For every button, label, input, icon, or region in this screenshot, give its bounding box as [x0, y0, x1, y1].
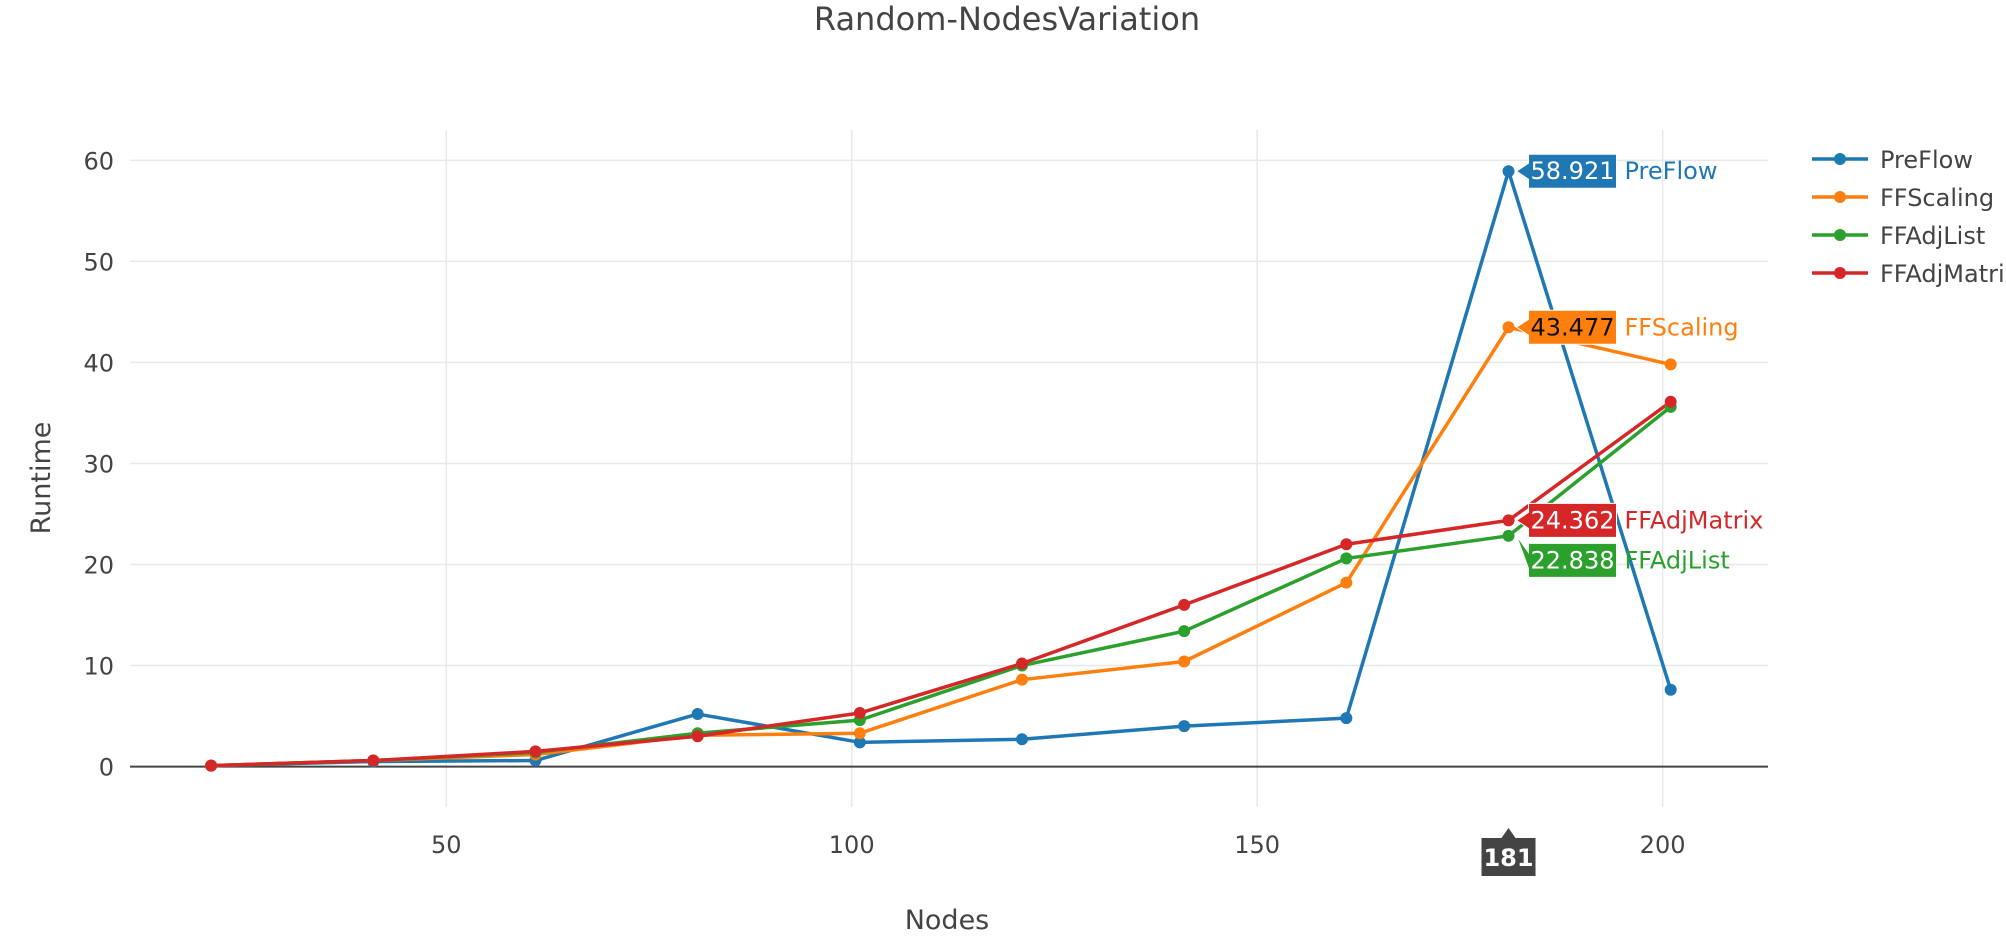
hover-series-name: FFScaling — [1625, 313, 1739, 341]
data-point-ffscaling[interactable] — [1664, 358, 1677, 371]
data-point-preflow[interactable] — [1015, 733, 1028, 746]
hover-label-box — [1515, 153, 1618, 189]
y-tick-label: 50 — [83, 248, 114, 276]
hover-label-box — [1515, 502, 1618, 538]
legend-item-ffadjlist[interactable]: FFAdjList — [1812, 222, 1985, 250]
data-point-ffadjmatrix[interactable] — [1664, 395, 1677, 408]
series-points[interactable] — [205, 165, 1677, 772]
data-point-ffadjmatrix[interactable] — [853, 707, 866, 720]
x-tick-label: 100 — [829, 831, 875, 859]
data-point-preflow[interactable] — [691, 708, 704, 721]
data-point-ffscaling[interactable] — [853, 727, 866, 740]
data-point-ffadjlist[interactable] — [1502, 529, 1515, 542]
legend-marker — [1834, 153, 1846, 165]
hover-series-name: FFAdjList — [1625, 546, 1730, 574]
data-point-ffscaling[interactable] — [1015, 673, 1028, 686]
y-tick-label: 10 — [83, 653, 114, 681]
hover-value: 43.477 — [1531, 313, 1615, 341]
data-point-preflow[interactable] — [853, 736, 866, 749]
x-tick-label: 50 — [431, 831, 462, 859]
y-tick-label: 30 — [83, 450, 114, 478]
hover-label-box — [1516, 535, 1618, 578]
data-point-ffscaling[interactable] — [1340, 576, 1353, 589]
hover-x-box — [1481, 838, 1536, 876]
hover-value: 22.838 — [1531, 546, 1615, 574]
y-tick-label: 60 — [83, 147, 114, 175]
data-point-ffadjlist[interactable] — [1340, 552, 1353, 565]
series-line-preflow — [211, 169, 1673, 768]
hover-series-name: FFAdjMatrix — [1625, 506, 1764, 534]
legend-item-preflow[interactable]: PreFlow — [1812, 146, 1973, 174]
series-line-ffscaling — [211, 325, 1672, 768]
hover-series-name: PreFlow — [1625, 157, 1718, 185]
data-point-preflow[interactable] — [1340, 712, 1353, 725]
data-point-ffadjmatrix[interactable] — [1015, 657, 1028, 670]
series-line-ffadjmatrix — [211, 400, 1672, 768]
hover-value: 58.921 — [1531, 157, 1615, 185]
legend-label: FFAdjList — [1880, 222, 1985, 250]
chart-title: Random-NodesVariation — [814, 0, 1200, 38]
hover-value: 24.362 — [1531, 506, 1615, 534]
gridlines — [130, 130, 1768, 807]
data-point-preflow[interactable] — [1178, 720, 1191, 733]
y-tick-label: 40 — [83, 349, 114, 377]
series-line-ffadjlist — [211, 405, 1672, 768]
series-lines — [211, 169, 1673, 768]
legend-label: FFScaling — [1880, 184, 1994, 212]
data-point-ffadjmatrix[interactable] — [367, 754, 380, 767]
data-point-ffadjmatrix[interactable] — [529, 745, 542, 758]
data-point-ffadjmatrix[interactable] — [1340, 538, 1353, 551]
legend-marker — [1834, 267, 1846, 279]
data-point-preflow[interactable] — [1502, 165, 1515, 178]
legend-item-ffscaling[interactable]: FFScaling — [1812, 184, 1994, 212]
data-point-ffadjlist[interactable] — [1178, 625, 1191, 638]
hover-x-pointer — [1501, 828, 1516, 838]
legend[interactable]: PreFlow FFScaling FFAdjList FFAdjMatrix — [1812, 146, 2006, 288]
y-axis-title: Runtime — [26, 422, 57, 535]
y-tick-label: 20 — [83, 551, 114, 579]
x-axis-title: Nodes — [905, 905, 990, 936]
hover-label-box — [1515, 309, 1618, 345]
data-point-ffadjmatrix[interactable] — [1178, 598, 1191, 611]
x-tick-label: 150 — [1234, 831, 1280, 859]
legend-label: FFAdjMatrix — [1880, 260, 2006, 288]
data-point-preflow[interactable] — [1664, 683, 1677, 696]
data-point-ffadjmatrix[interactable] — [1502, 514, 1515, 527]
hover-x-label: 181 — [1483, 844, 1533, 872]
legend-marker — [1834, 191, 1846, 203]
legend-marker — [1834, 229, 1846, 241]
legend-label: PreFlow — [1880, 146, 1973, 174]
data-point-ffadjmatrix[interactable] — [205, 759, 218, 772]
hover-labels: 58.921 PreFlow 43.477 FFScaling 24.362 FFAdjM… — [1481, 153, 1764, 876]
axes: 0 10 20 30 40 50 60 50 100 150 200 — [83, 147, 1768, 859]
y-tick-label: 0 — [99, 754, 114, 782]
data-point-ffadjmatrix[interactable] — [691, 730, 704, 743]
data-point-ffscaling[interactable] — [1502, 321, 1515, 334]
x-tick-label: 200 — [1640, 831, 1686, 859]
legend-item-ffadjmatrix[interactable]: FFAdjMatrix — [1812, 260, 2006, 288]
data-point-ffscaling[interactable] — [1178, 655, 1191, 668]
